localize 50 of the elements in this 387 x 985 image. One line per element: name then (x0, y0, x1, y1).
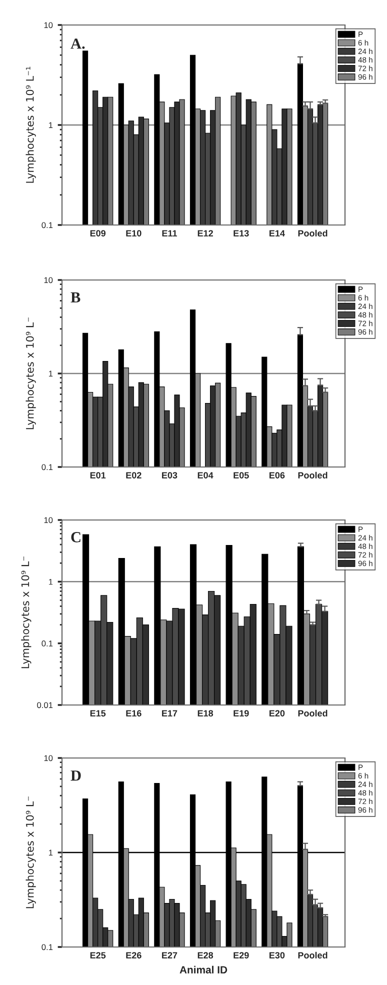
y-tick-label: 0.01 (37, 702, 53, 708)
y-axis-title: Lymphocytes x 10⁹ L⁻ (26, 796, 36, 908)
x-tick-label: E27 (162, 952, 178, 958)
x-tick-label: E15 (90, 710, 106, 716)
x-tick-label: E20 (270, 710, 285, 716)
x-tick-label: E30 (270, 952, 285, 959)
y-axis-title: Lymphocytes x 10⁹ L⁻ (21, 556, 32, 668)
x-tick-label: E26 (126, 952, 142, 958)
x-tick-label: E09 (90, 230, 106, 236)
y-tick-label: 0.1 (42, 944, 53, 950)
y-tick-label: 1 (48, 850, 53, 856)
x-tick-label: E14 (270, 230, 285, 236)
y-tick-label: 10 (44, 755, 53, 762)
y-tick-label: 0.1 (42, 640, 53, 646)
text: C (71, 532, 80, 542)
x-tick-label: Pooled (298, 472, 328, 478)
x-tick-label: E18 (198, 710, 214, 716)
x-tick-label: E13 (234, 230, 249, 237)
x-tick-label: E02 (126, 472, 142, 478)
x-tick-label: Pooled (298, 230, 328, 236)
x-tick-label: E06 (270, 472, 285, 478)
y-tick-label: 10 (44, 517, 53, 524)
x-tick-label: E01 (90, 472, 106, 478)
x-tick-label: E19 (234, 710, 249, 716)
x-tick-label: E12 (198, 230, 213, 236)
x-tick-label: E29 (234, 952, 249, 958)
x-axis-title: Animal ID (180, 966, 228, 974)
y-tick-label: 1 (48, 370, 53, 377)
x-tick-label: E17 (162, 710, 178, 716)
text: B (70, 292, 80, 302)
x-tick-label: E16 (126, 710, 142, 716)
y-tick-label: 0.1 (42, 222, 53, 228)
y-tick-label: 10 (44, 22, 53, 28)
y-axis-title: Lymphocytes x 10⁹ L⁻¹ (26, 66, 36, 183)
text: D (70, 770, 81, 781)
x-tick-label: E03 (162, 472, 178, 479)
x-tick-label: E28 (198, 952, 214, 958)
x-tick-label: Pooled (298, 952, 328, 958)
y-tick-label: 0.1 (42, 464, 53, 470)
x-tick-label: E05 (234, 472, 249, 478)
y-tick-label: 1 (48, 122, 53, 128)
x-tick-label: Pooled (298, 710, 328, 716)
x-tick-label: E25 (90, 952, 106, 958)
y-axis-title: Lymphocytes x 10⁹ L⁻ (26, 318, 36, 430)
y-tick-label: 10 (44, 277, 53, 284)
x-tick-label: E04 (198, 472, 214, 478)
y-tick-label: 1 (48, 578, 53, 585)
x-tick-label: E11 (162, 230, 177, 236)
x-tick-label: E10 (126, 230, 142, 236)
text: A. (70, 38, 85, 49)
